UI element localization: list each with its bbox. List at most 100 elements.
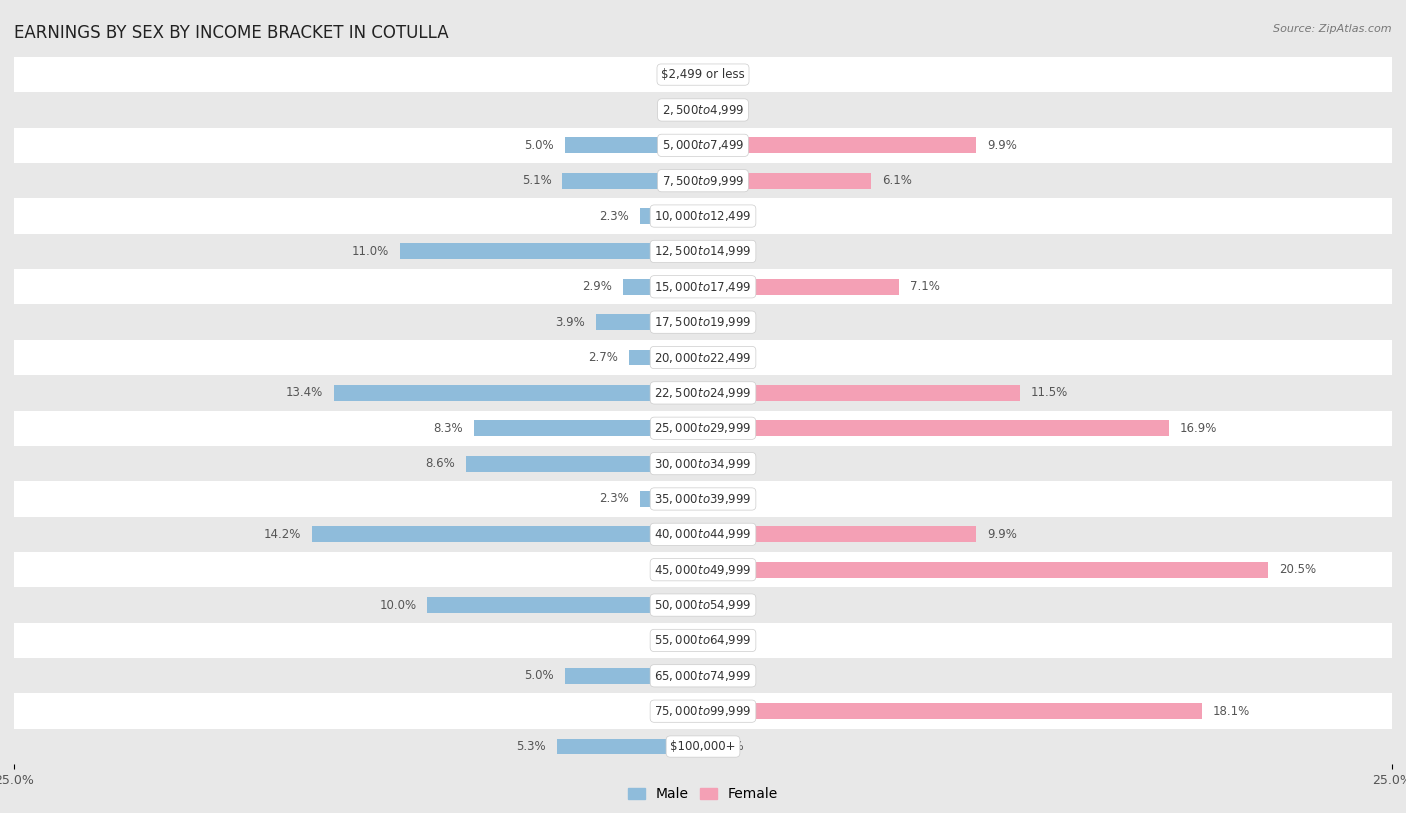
Bar [14, 376, 1392, 411]
Bar [628, 350, 703, 366]
Text: $75,000 to $99,999: $75,000 to $99,999 [654, 704, 752, 718]
Text: 0.0%: 0.0% [714, 351, 744, 364]
Text: 0.0%: 0.0% [662, 563, 692, 576]
Text: EARNINGS BY SEX BY INCOME BRACKET IN COTULLA: EARNINGS BY SEX BY INCOME BRACKET IN COT… [14, 24, 449, 42]
Bar [703, 703, 1202, 720]
Bar [333, 385, 703, 401]
Bar [14, 163, 1392, 198]
Text: 2.3%: 2.3% [599, 493, 628, 506]
Text: $5,000 to $7,499: $5,000 to $7,499 [662, 138, 744, 152]
Text: Source: ZipAtlas.com: Source: ZipAtlas.com [1274, 24, 1392, 34]
Bar [14, 340, 1392, 375]
Bar [703, 385, 1019, 401]
Text: $25,000 to $29,999: $25,000 to $29,999 [654, 421, 752, 435]
Bar [14, 693, 1392, 729]
Bar [562, 172, 703, 189]
Text: $40,000 to $44,999: $40,000 to $44,999 [654, 528, 752, 541]
Text: 0.0%: 0.0% [714, 103, 744, 116]
Text: 18.1%: 18.1% [1213, 705, 1250, 718]
Text: 0.0%: 0.0% [662, 68, 692, 81]
Bar [14, 587, 1392, 623]
Bar [14, 57, 1392, 92]
Text: 2.7%: 2.7% [588, 351, 617, 364]
Text: $2,499 or less: $2,499 or less [661, 68, 745, 81]
Bar [14, 659, 1392, 693]
Text: 13.4%: 13.4% [285, 386, 323, 399]
Bar [14, 269, 1392, 304]
Text: 7.1%: 7.1% [910, 280, 939, 293]
Bar [14, 729, 1392, 764]
Text: 6.1%: 6.1% [882, 174, 912, 187]
Bar [640, 491, 703, 507]
Text: $55,000 to $64,999: $55,000 to $64,999 [654, 633, 752, 647]
Bar [14, 552, 1392, 587]
Text: 0.0%: 0.0% [714, 315, 744, 328]
Text: 0.0%: 0.0% [662, 705, 692, 718]
Text: $15,000 to $17,499: $15,000 to $17,499 [654, 280, 752, 293]
Text: 8.3%: 8.3% [433, 422, 463, 435]
Bar [565, 137, 703, 154]
Bar [14, 198, 1392, 234]
Text: 0.0%: 0.0% [714, 68, 744, 81]
Text: 8.6%: 8.6% [425, 457, 456, 470]
Text: 10.0%: 10.0% [380, 598, 416, 611]
Text: 16.9%: 16.9% [1180, 422, 1218, 435]
Text: 11.0%: 11.0% [352, 245, 389, 258]
Bar [703, 137, 976, 154]
Text: $65,000 to $74,999: $65,000 to $74,999 [654, 669, 752, 683]
Bar [703, 172, 872, 189]
Text: 2.9%: 2.9% [582, 280, 612, 293]
Text: 0.0%: 0.0% [714, 457, 744, 470]
Bar [427, 597, 703, 613]
Bar [14, 411, 1392, 446]
Bar [312, 526, 703, 542]
Text: 0.0%: 0.0% [714, 669, 744, 682]
Bar [14, 446, 1392, 481]
Text: 0.0%: 0.0% [714, 245, 744, 258]
Text: 3.9%: 3.9% [555, 315, 585, 328]
Bar [703, 562, 1268, 578]
Bar [703, 279, 898, 295]
Text: $12,500 to $14,999: $12,500 to $14,999 [654, 245, 752, 259]
Bar [14, 517, 1392, 552]
Text: 0.0%: 0.0% [714, 598, 744, 611]
Bar [557, 738, 703, 754]
Bar [640, 208, 703, 224]
Bar [399, 243, 703, 259]
Bar [465, 455, 703, 472]
Text: 11.5%: 11.5% [1031, 386, 1069, 399]
Text: $20,000 to $22,499: $20,000 to $22,499 [654, 350, 752, 364]
Legend: Male, Female: Male, Female [623, 781, 783, 806]
Text: 0.1%: 0.1% [659, 103, 689, 116]
Text: $22,500 to $24,999: $22,500 to $24,999 [654, 386, 752, 400]
Text: 5.0%: 5.0% [524, 139, 554, 152]
Text: 9.9%: 9.9% [987, 139, 1017, 152]
Bar [703, 420, 1168, 437]
Text: 5.0%: 5.0% [524, 669, 554, 682]
Text: 20.5%: 20.5% [1279, 563, 1316, 576]
Bar [14, 92, 1392, 128]
Bar [623, 279, 703, 295]
Text: 0.0%: 0.0% [714, 740, 744, 753]
Text: 0.0%: 0.0% [714, 210, 744, 223]
Text: $2,500 to $4,999: $2,500 to $4,999 [662, 103, 744, 117]
Bar [14, 623, 1392, 659]
Bar [565, 667, 703, 684]
Text: 0.0%: 0.0% [714, 493, 744, 506]
Bar [700, 102, 703, 118]
Text: 5.3%: 5.3% [516, 740, 546, 753]
Text: 9.9%: 9.9% [987, 528, 1017, 541]
Text: 0.0%: 0.0% [662, 634, 692, 647]
Bar [14, 233, 1392, 269]
Text: $100,000+: $100,000+ [671, 740, 735, 753]
Text: $50,000 to $54,999: $50,000 to $54,999 [654, 598, 752, 612]
Text: 2.3%: 2.3% [599, 210, 628, 223]
Text: $45,000 to $49,999: $45,000 to $49,999 [654, 563, 752, 576]
Bar [703, 526, 976, 542]
Bar [14, 304, 1392, 340]
Bar [596, 314, 703, 330]
Bar [14, 128, 1392, 163]
Text: $30,000 to $34,999: $30,000 to $34,999 [654, 457, 752, 471]
Text: $35,000 to $39,999: $35,000 to $39,999 [654, 492, 752, 506]
Text: 0.0%: 0.0% [714, 634, 744, 647]
